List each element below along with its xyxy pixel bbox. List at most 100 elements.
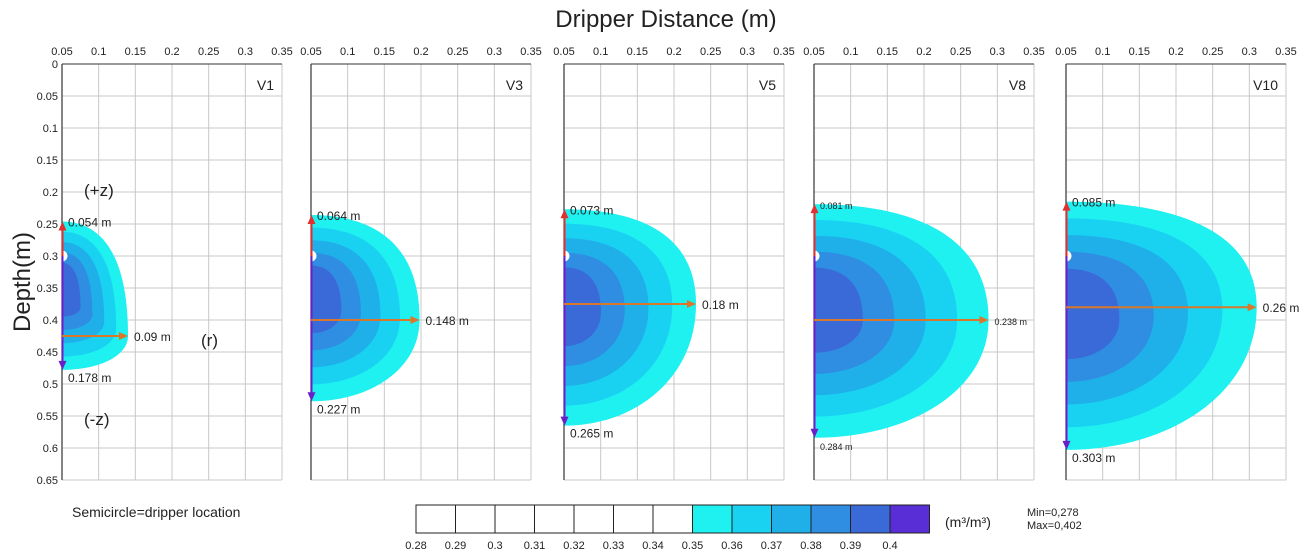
colorbar-cell <box>889 504 930 534</box>
contour-level-5 <box>564 267 601 347</box>
colorbar-unit: (m³/m³) <box>945 514 991 530</box>
x-tick-label: 0.15 <box>125 46 146 58</box>
y-tick-label: 0.15 <box>37 155 58 167</box>
x-tick-label: 0.35 <box>1023 46 1044 58</box>
x-tick-label: 0.3 <box>238 46 253 58</box>
upward-arrowhead <box>1062 201 1071 211</box>
y-axis-label: Depth(m) <box>9 232 36 332</box>
colorbar-tick-label: 0.39 <box>840 540 861 552</box>
colorbar-cell <box>771 504 812 534</box>
y-tick-label: 0.35 <box>37 283 58 295</box>
x-tick-label: 0.05 <box>300 46 321 58</box>
x-tick-label: 0.25 <box>700 46 721 58</box>
figure-title: Dripper Distance (m) <box>555 6 776 33</box>
y-tick-label: 0.55 <box>37 411 58 423</box>
panel-label: V1 <box>257 77 274 93</box>
x-tick-label: 0.1 <box>340 46 355 58</box>
downward-distance-label: 0.303 m <box>1072 451 1115 465</box>
y-tick-label: 0.65 <box>37 475 58 487</box>
upward-arrowhead <box>307 215 316 225</box>
x-tick-label: 0.25 <box>950 46 971 58</box>
y-tick-label: 0.6 <box>43 443 58 455</box>
x-tick-label: 0.15 <box>877 46 898 58</box>
radial-distance-label: 0.26 m <box>1263 301 1299 315</box>
panel-v3: 0.05 0.1 0.15 0.2 0.25 0.3 0.35 V3 0.064 m 0.227 … <box>300 46 542 481</box>
colorbar-tick-label: 0.34 <box>642 540 663 552</box>
x-tick-label: 0.15 <box>374 46 395 58</box>
x-tick-label: 0.35 <box>773 46 794 58</box>
upward-arrowhead <box>58 221 67 231</box>
panel-label: V3 <box>506 77 523 93</box>
y-tick-label: 0.1 <box>43 123 58 135</box>
radial-distance-label: 0.18 m <box>702 298 739 312</box>
x-tick-label: 0.3 <box>1242 46 1257 58</box>
upward-distance-label: 0.054 m <box>68 215 111 229</box>
radial-distance-label: 0.09 m <box>134 330 171 344</box>
colorbar-tick-label: 0.29 <box>445 540 466 552</box>
x-tick-label: 0.15 <box>627 46 648 58</box>
downward-arrowhead <box>1062 440 1071 450</box>
downward-distance-label: 0.284 m <box>820 442 853 452</box>
colorbar-tick-label: 0.31 <box>524 540 545 552</box>
x-tick-label: 0.1 <box>593 46 608 58</box>
x-tick-label: 0.05 <box>553 46 574 58</box>
y-tick-label: 0.05 <box>37 91 58 103</box>
max-value-label: Max=0,402 <box>1027 520 1082 532</box>
panel-v1: 0.05 0.1 0.15 0.2 0.25 0.3 0.3500.050.10.150.2… <box>37 46 293 487</box>
contour-level-5 <box>311 265 342 334</box>
colorbar: 0.28 0.29 0.3 0.31 0.32 0.33 0.34 0.35 0.36 0.37 0… <box>405 504 930 552</box>
colorbar-tick-label: 0.37 <box>761 540 782 552</box>
colorbar-cell <box>534 504 575 534</box>
y-tick-label: 0.2 <box>43 187 58 199</box>
y-tick-label: 0 <box>52 59 58 71</box>
colorbar-tick-label: 0.35 <box>682 540 703 552</box>
colorbar-tick-label: 0.38 <box>800 540 821 552</box>
x-tick-label: 0.25 <box>1202 46 1223 58</box>
minus-z-label: (-z) <box>84 410 109 429</box>
x-tick-label: 0.1 <box>843 46 858 58</box>
panel-v5: 0.05 0.1 0.15 0.2 0.25 0.3 0.35 V5 0.073 m 0.265 … <box>553 46 795 481</box>
x-tick-label: 0.25 <box>198 46 219 58</box>
x-tick-label: 0.35 <box>520 46 541 58</box>
colorbar-tick-label: 0.36 <box>721 540 742 552</box>
x-tick-label: 0.35 <box>271 46 292 58</box>
radial-arrowhead <box>410 316 420 324</box>
colorbar-tick-label: 0.3 <box>487 540 502 552</box>
upward-distance-label: 0.081 m <box>820 201 853 211</box>
colorbar-cell <box>652 504 693 534</box>
panel-label: V5 <box>759 77 776 93</box>
colorbar-cell <box>731 504 772 534</box>
radial-distance-label: 0.148 m <box>426 314 469 328</box>
downward-arrowhead <box>810 428 819 438</box>
x-tick-label: 0.15 <box>1129 46 1150 58</box>
y-tick-label: 0.4 <box>43 315 58 327</box>
plus-z-label: (+z) <box>84 181 114 200</box>
x-tick-label: 0.3 <box>990 46 1005 58</box>
downward-distance-label: 0.178 m <box>68 371 111 385</box>
x-tick-label: 0.2 <box>666 46 681 58</box>
y-tick-label: 0.5 <box>43 379 58 391</box>
x-tick-label: 0.2 <box>413 46 428 58</box>
x-tick-label: 0.2 <box>164 46 179 58</box>
panel-v10: 0.05 0.1 0.15 0.2 0.25 0.3 0.35 V10 0.085 m 0.303… <box>1055 46 1299 481</box>
x-tick-label: 0.05 <box>803 46 824 58</box>
radial-arrowhead <box>119 332 128 340</box>
colorbar-tick-label: 0.32 <box>563 540 584 552</box>
x-tick-label: 0.1 <box>1095 46 1110 58</box>
contour-level-5 <box>1066 268 1120 360</box>
x-tick-label: 0.05 <box>51 46 72 58</box>
upward-arrowhead <box>560 209 569 219</box>
y-tick-label: 0.3 <box>43 251 58 263</box>
x-tick-label: 0.25 <box>447 46 468 58</box>
downward-arrowhead <box>58 360 67 370</box>
r-label: (r) <box>201 331 218 350</box>
x-tick-label: 0.1 <box>91 46 106 58</box>
downward-distance-label: 0.227 m <box>317 402 360 416</box>
downward-arrowhead <box>560 416 569 426</box>
upward-arrowhead <box>810 204 819 214</box>
radial-arrowhead <box>979 316 989 324</box>
radial-arrowhead <box>1247 303 1257 312</box>
contour-level-5 <box>814 267 863 353</box>
colorbar-cell <box>613 504 654 534</box>
radial-arrowhead <box>687 300 696 308</box>
